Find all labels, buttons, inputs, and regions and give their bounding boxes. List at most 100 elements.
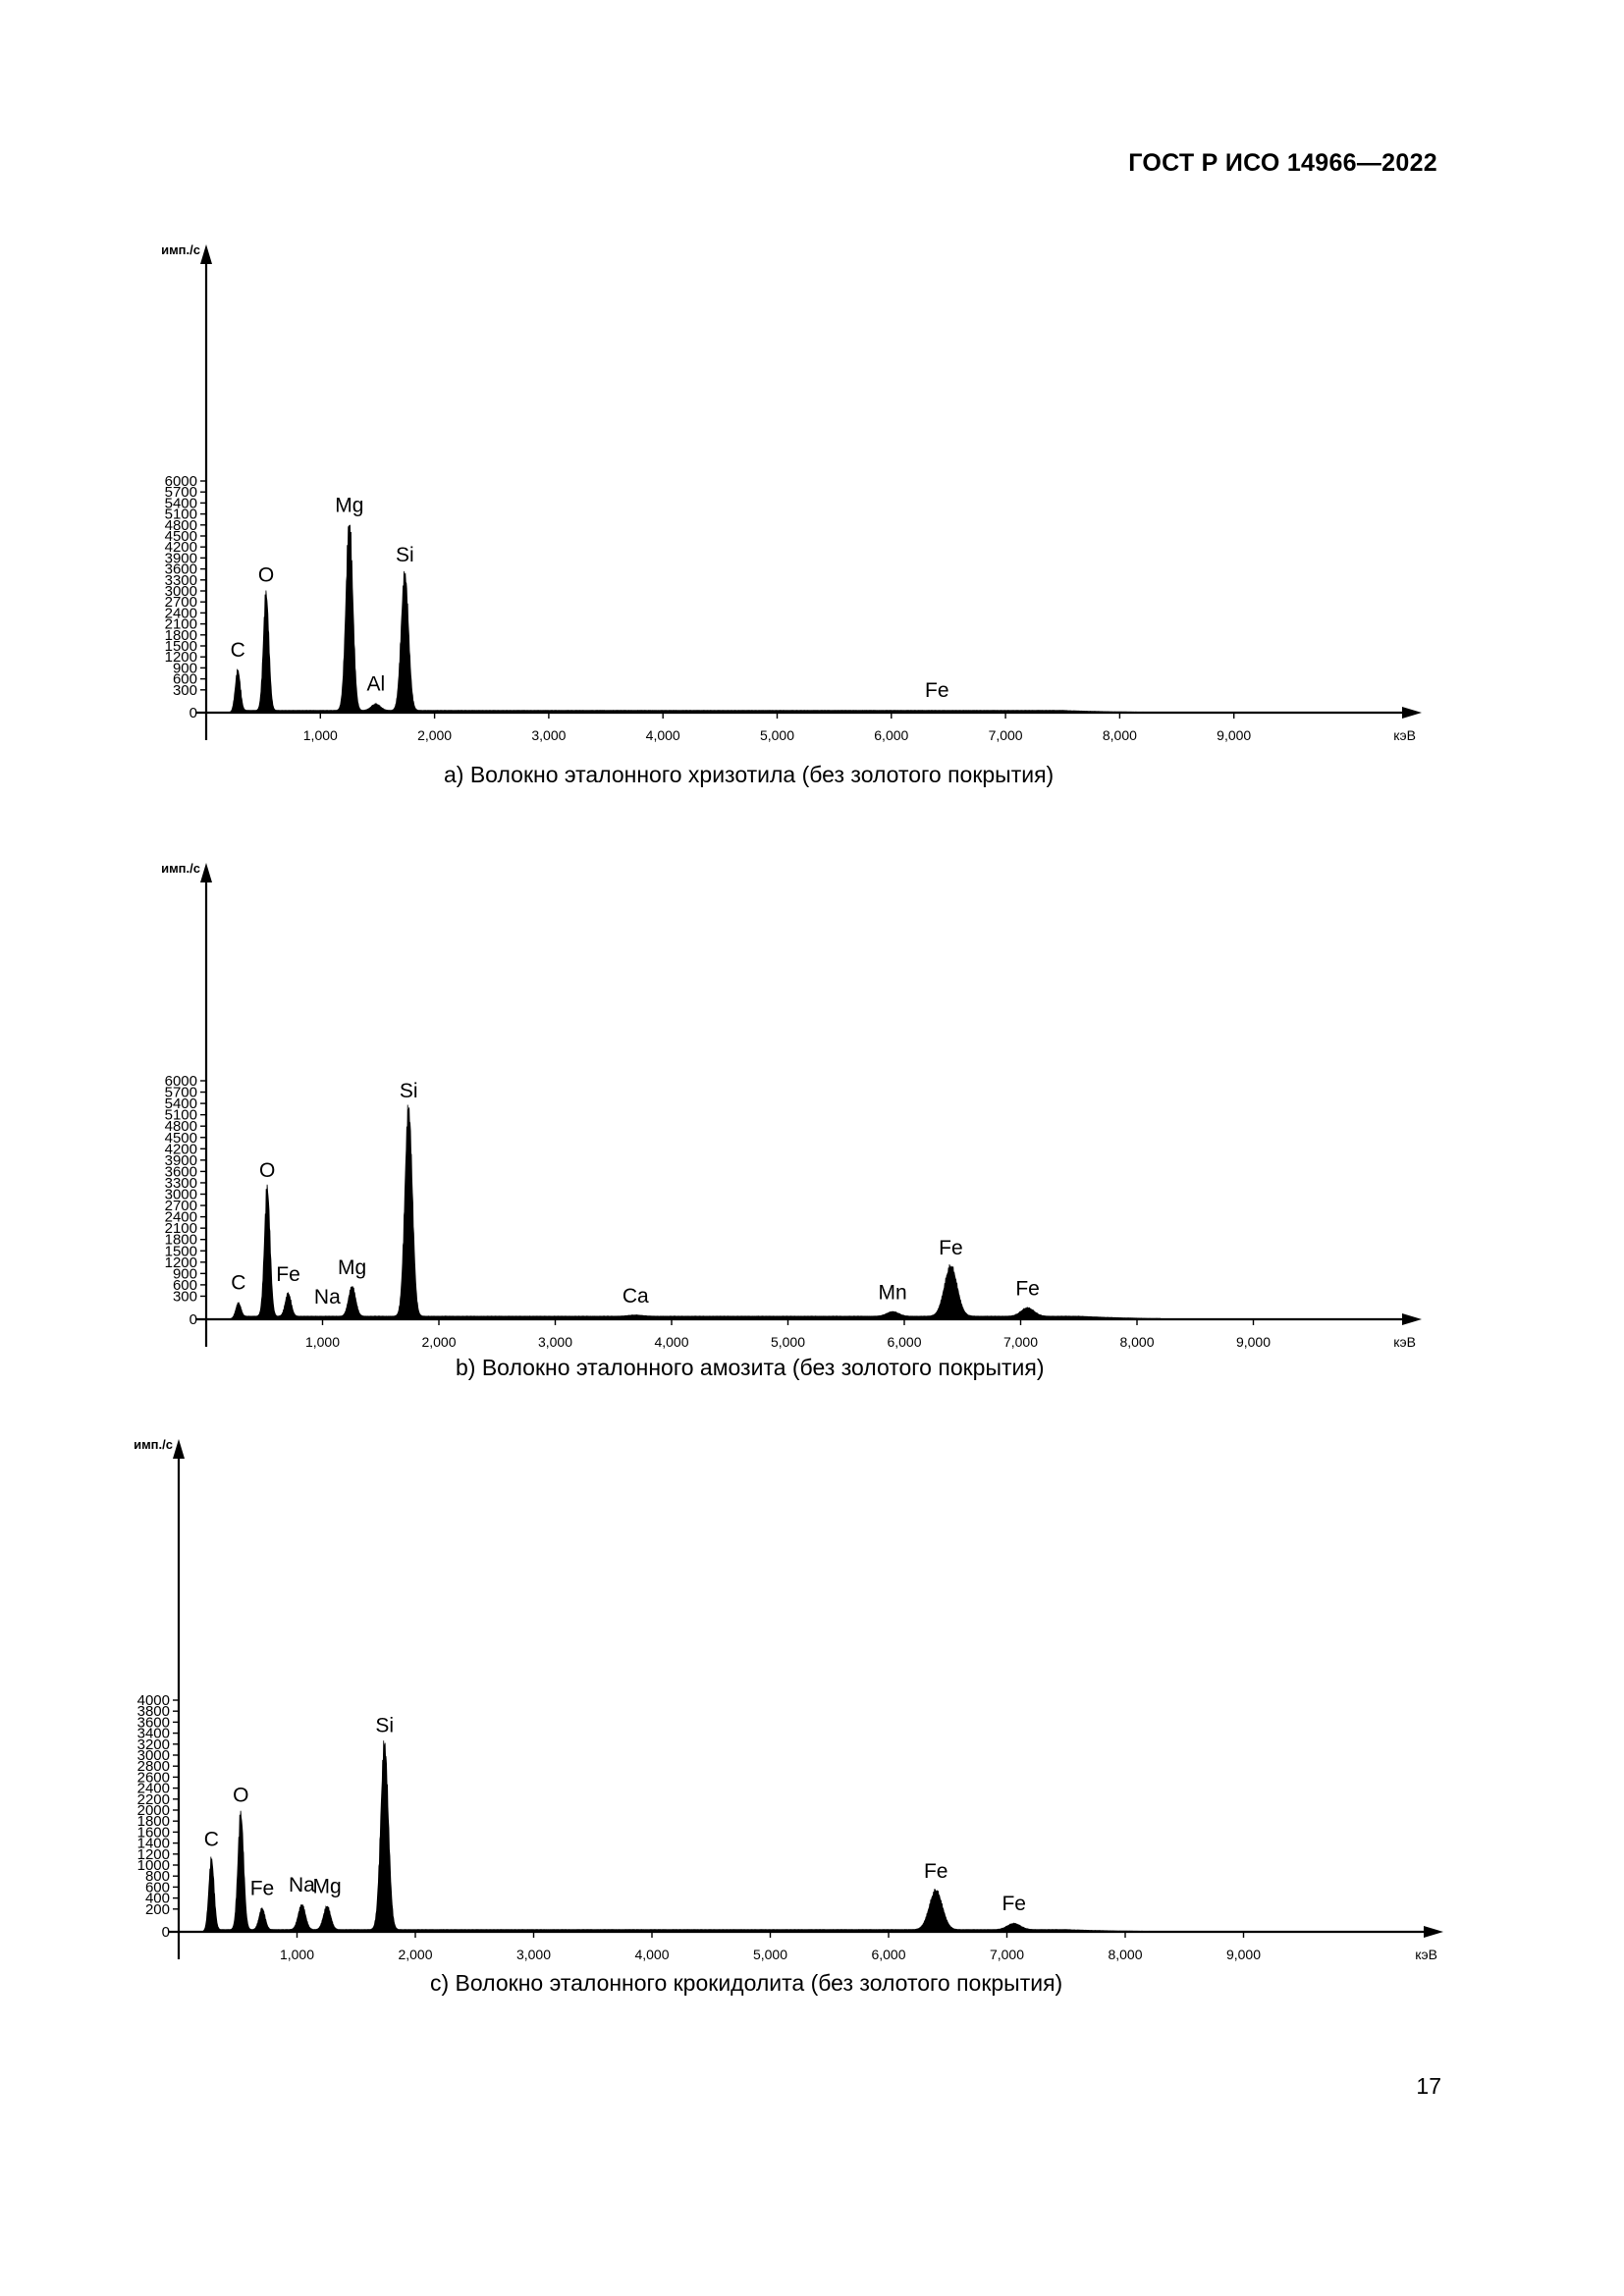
y-tick-label: 4500 xyxy=(165,1130,197,1147)
x-tick-label: 3,000 xyxy=(516,1947,551,1962)
x-tick-label: 6,000 xyxy=(871,1947,905,1962)
y-tick-label: 6000 xyxy=(165,1073,197,1090)
x-tick-label: 1,000 xyxy=(280,1947,314,1962)
x-tick-label: 9,000 xyxy=(1226,1947,1261,1962)
edx-spectrum-chart-amosite: имп./с 0 300 600 900 1200 1500 1800 2100 2400 2700… xyxy=(0,839,1624,1428)
y-tick-label: 0 xyxy=(162,1924,170,1941)
y-tick-label: 0 xyxy=(189,1311,197,1328)
figure-caption-a: a) Волокно эталонного хризотила (без зол… xyxy=(444,762,1055,787)
peak-label-si: Si xyxy=(375,1714,394,1736)
y-tick-label: 5400 xyxy=(165,1095,197,1112)
spectrum-area xyxy=(226,524,1144,714)
spectrum-svg: имп./с 0 300600900120015001800210024002700… xyxy=(161,242,1422,743)
y-tick-label: 600 xyxy=(173,671,197,688)
y-axis-unit-label: имп./с xyxy=(134,1437,173,1452)
peak-label-c: C xyxy=(204,1828,219,1850)
y-axis-arrow-icon xyxy=(200,863,212,882)
peak-label-si: Si xyxy=(400,1080,418,1102)
y-tick-label: 2400 xyxy=(165,605,197,621)
spectrum-svg: имп./с0200400600800100012001400160018002… xyxy=(134,1437,1443,1962)
y-tick-label: 900 xyxy=(173,1265,197,1282)
y-tick-label: 1200 xyxy=(137,1846,170,1863)
y-tick-label: 3300 xyxy=(165,572,197,589)
y-tick-label: 3400 xyxy=(137,1726,170,1742)
edx-spectrum-chart-crocidolite: имп./с 0 200 400 600 800 1000 1200 1400 1600 1800 2… xyxy=(0,1433,1624,2022)
x-tick-label: 2,000 xyxy=(417,727,452,743)
x-tick-label: 4,000 xyxy=(646,727,680,743)
figure-caption-b: b) Волокно эталонного амозита (без золот… xyxy=(456,1355,1045,1380)
peak-label-mg: Mg xyxy=(338,1256,366,1279)
y-tick-label: 3200 xyxy=(137,1736,170,1753)
y-axis-arrow-icon xyxy=(200,244,212,264)
edx-spectrum-chart-chrysotile: имп./с 0 300 600 900 1200 1500 1800 2100 2400 2700… xyxy=(0,221,1624,810)
y-tick-label: 3000 xyxy=(165,583,197,600)
peak-label-si: Si xyxy=(396,544,414,566)
peak-label-al: Al xyxy=(366,673,385,696)
x-axis-unit-label: кэВ xyxy=(1393,727,1416,743)
y-tick-label: 1200 xyxy=(165,649,197,666)
x-tick-label: 2,000 xyxy=(398,1947,432,1962)
y-tick-label: 4800 xyxy=(165,1118,197,1135)
y-tick-label: 3600 xyxy=(137,1714,170,1731)
x-tick-label: 5,000 xyxy=(760,727,794,743)
peak-label-fe: Fe xyxy=(925,679,949,702)
y-tick-label: 2100 xyxy=(165,1220,197,1237)
peak-label-fe: Fe xyxy=(276,1263,300,1286)
x-tick-label: 5,000 xyxy=(771,1334,805,1350)
y-tick-label: 1800 xyxy=(137,1813,170,1830)
peak-label-fe: Fe xyxy=(939,1237,963,1259)
y-tick-label: 5700 xyxy=(165,1085,197,1101)
y-tick-label: 2400 xyxy=(165,1209,197,1226)
x-tick-label: 6,000 xyxy=(887,1334,921,1350)
x-tick-label: 6,000 xyxy=(874,727,908,743)
y-tick-label: 2700 xyxy=(165,1198,197,1214)
spectrum-area xyxy=(227,1104,1162,1320)
peak-label-mg: Mg xyxy=(335,494,363,516)
x-tick-label: 4,000 xyxy=(634,1947,669,1962)
x-tick-label: 7,000 xyxy=(1003,1334,1038,1350)
peak-label-fe: Fe xyxy=(924,1860,948,1883)
x-axis-unit-label: кэВ xyxy=(1415,1947,1437,1962)
x-tick-label: 9,000 xyxy=(1236,1334,1271,1350)
y-tick-label: 2600 xyxy=(137,1769,170,1786)
y-tick-label: 200 xyxy=(145,1901,170,1918)
y-tick-label: 600 xyxy=(145,1879,170,1896)
y-tick-label: 2200 xyxy=(137,1791,170,1808)
y-tick-label: 1200 xyxy=(165,1255,197,1271)
x-tick-label: 3,000 xyxy=(538,1334,572,1350)
y-tick-label: 4000 xyxy=(137,1692,170,1709)
y-tick-label: 3300 xyxy=(165,1175,197,1192)
y-tick-label: 800 xyxy=(145,1868,170,1885)
y-tick-label: 1400 xyxy=(137,1836,170,1852)
y-tick-label: 2700 xyxy=(165,594,197,611)
x-tick-label: 8,000 xyxy=(1119,1334,1154,1350)
y-tick-label: 3900 xyxy=(165,1152,197,1169)
x-tick-label: 2,000 xyxy=(421,1334,456,1350)
peak-label-fe: Fe xyxy=(250,1878,275,1900)
y-tick-label: 2100 xyxy=(165,616,197,633)
spectrum-area xyxy=(199,1740,1150,1933)
y-tick-label: 5400 xyxy=(165,495,197,511)
y-tick-label: 5100 xyxy=(165,1107,197,1124)
x-tick-label: 7,000 xyxy=(990,1947,1024,1962)
x-tick-label: 9,000 xyxy=(1217,727,1251,743)
x-axis-unit-label: кэВ xyxy=(1393,1334,1416,1350)
y-tick-label: 2800 xyxy=(137,1758,170,1775)
peak-label-mg: Mg xyxy=(313,1875,342,1897)
y-tick-label: 4200 xyxy=(165,539,197,556)
y-tick-label: 5700 xyxy=(165,484,197,501)
y-tick-label: 1800 xyxy=(165,627,197,644)
peak-label-ca: Ca xyxy=(623,1285,649,1308)
y-tick-label: 400 xyxy=(145,1891,170,1907)
x-axis-arrow-icon xyxy=(1402,707,1422,719)
x-tick-label: 5,000 xyxy=(753,1947,787,1962)
document-id-header: ГОСТ Р ИСО 14966—2022 xyxy=(1128,149,1437,177)
y-tick-label: 1500 xyxy=(165,638,197,655)
y-tick-label: 3000 xyxy=(165,1187,197,1203)
x-tick-label: 1,000 xyxy=(305,1334,340,1350)
y-tick-label: 3000 xyxy=(137,1747,170,1764)
peak-label-na: Na xyxy=(289,1874,315,1896)
x-tick-label: 3,000 xyxy=(531,727,566,743)
y-tick-label: 3600 xyxy=(165,561,197,578)
y-tick-label: 4500 xyxy=(165,528,197,545)
